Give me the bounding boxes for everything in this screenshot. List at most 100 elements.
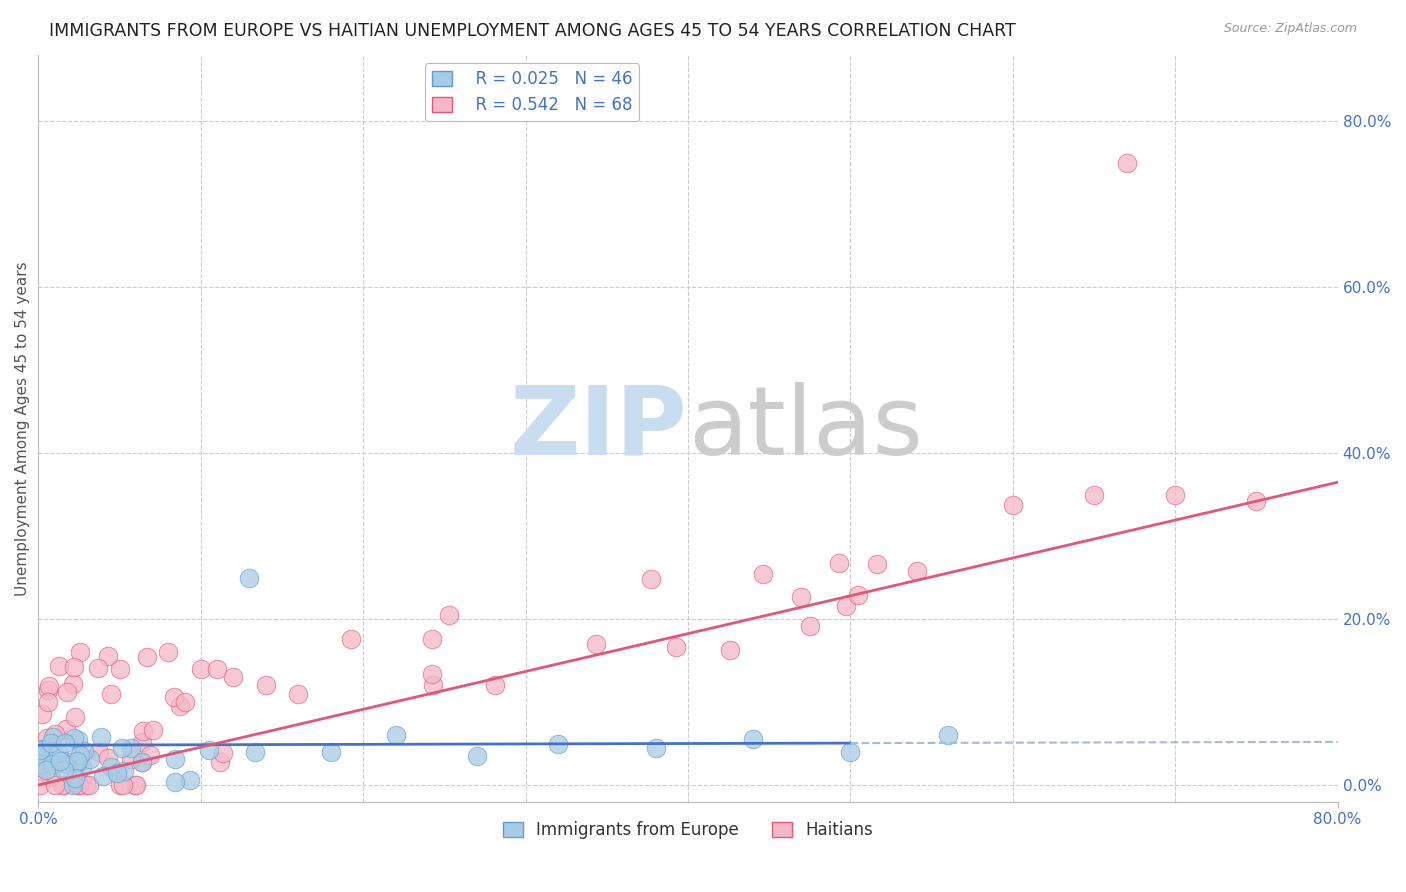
- Point: [66, 732, 89, 747]
- Point: [131, 735, 153, 749]
- Point: [108, 662, 131, 676]
- Point: [111, 778, 134, 792]
- Point: [169, 699, 191, 714]
- Point: [547, 737, 569, 751]
- Point: [163, 775, 186, 789]
- Point: [63, 710, 86, 724]
- Point: [742, 732, 765, 747]
- Point: [97, 649, 120, 664]
- Point: [41, 736, 63, 750]
- Point: [245, 745, 267, 759]
- Point: [644, 740, 666, 755]
- Point: [665, 640, 688, 655]
- Point: [72, 744, 94, 758]
- Point: [422, 678, 444, 692]
- Point: [839, 745, 862, 759]
- Legend: Immigrants from Europe, Haitians: Immigrants from Europe, Haitians: [496, 814, 880, 846]
- Point: [69, 645, 91, 659]
- Point: [75, 778, 97, 792]
- Point: [67, 778, 90, 792]
- Point: [44, 727, 66, 741]
- Point: [66, 755, 89, 769]
- Point: [55, 722, 77, 736]
- Point: [77, 778, 100, 792]
- Point: [120, 752, 142, 766]
- Point: [28, 742, 51, 756]
- Point: [319, 745, 342, 759]
- Point: [222, 670, 245, 684]
- Point: [131, 755, 153, 769]
- Point: [834, 599, 856, 613]
- Point: [66, 778, 89, 792]
- Point: [585, 637, 607, 651]
- Point: [846, 588, 869, 602]
- Point: [139, 748, 162, 763]
- Point: [254, 678, 277, 692]
- Point: [936, 728, 959, 742]
- Point: [197, 743, 219, 757]
- Point: [49, 754, 72, 768]
- Point: [100, 760, 122, 774]
- Point: [131, 756, 153, 770]
- Point: [87, 661, 110, 675]
- Point: [790, 590, 813, 604]
- Point: [32, 742, 55, 756]
- Text: atlas: atlas: [688, 382, 924, 475]
- Point: [173, 695, 195, 709]
- Point: [124, 778, 146, 792]
- Text: Source: ZipAtlas.com: Source: ZipAtlas.com: [1223, 22, 1357, 36]
- Point: [142, 723, 165, 738]
- Point: [41, 757, 63, 772]
- Point: [136, 650, 159, 665]
- Point: [799, 619, 821, 633]
- Point: [1083, 488, 1105, 502]
- Point: [163, 752, 186, 766]
- Point: [97, 750, 120, 764]
- Point: [30, 764, 52, 778]
- Point: [238, 571, 260, 585]
- Point: [439, 608, 461, 623]
- Point: [205, 662, 228, 676]
- Point: [60, 756, 83, 770]
- Point: [45, 757, 67, 772]
- Point: [157, 645, 180, 659]
- Point: [212, 747, 235, 761]
- Point: [44, 778, 66, 792]
- Point: [1001, 498, 1024, 512]
- Point: [120, 741, 142, 756]
- Point: [179, 773, 201, 788]
- Point: [827, 556, 849, 570]
- Point: [52, 778, 75, 792]
- Point: [31, 756, 53, 771]
- Point: [37, 683, 59, 698]
- Point: [420, 632, 443, 647]
- Point: [465, 748, 488, 763]
- Point: [340, 632, 363, 646]
- Point: [209, 755, 232, 769]
- Point: [190, 662, 212, 676]
- Point: [53, 736, 76, 750]
- Point: [752, 566, 775, 581]
- Point: [51, 778, 73, 792]
- Point: [100, 687, 122, 701]
- Point: [72, 759, 94, 773]
- Point: [287, 687, 309, 701]
- Point: [53, 763, 76, 777]
- Point: [67, 778, 90, 792]
- Point: [718, 642, 741, 657]
- Point: [62, 660, 84, 674]
- Point: [63, 731, 86, 745]
- Point: [1115, 156, 1137, 170]
- Point: [110, 741, 132, 756]
- Point: [484, 678, 506, 692]
- Point: [112, 764, 135, 779]
- Point: [420, 667, 443, 681]
- Point: [1164, 488, 1187, 502]
- Point: [79, 752, 101, 766]
- Point: [46, 747, 69, 761]
- Point: [56, 685, 79, 699]
- Point: [105, 766, 128, 780]
- Point: [866, 558, 889, 572]
- Point: [48, 658, 70, 673]
- Point: [31, 706, 53, 721]
